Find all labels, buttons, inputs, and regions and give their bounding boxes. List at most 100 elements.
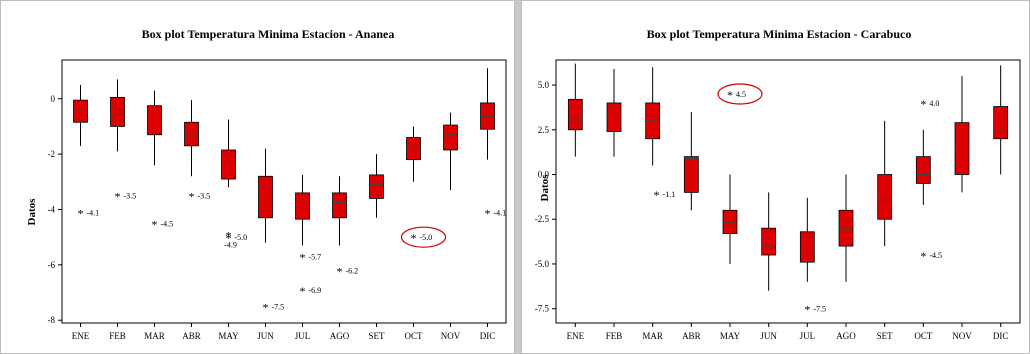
x-tick-label-ago: AGO <box>330 331 350 341</box>
y-axis-label: Datos <box>26 198 38 226</box>
x-tick-label-feb: FEB <box>109 331 126 341</box>
x-tick-label-may: MAY <box>720 331 741 341</box>
iqr-box <box>761 227 777 256</box>
outlier-marker: * <box>152 217 158 231</box>
outlier-marker: * <box>920 97 926 111</box>
box-set <box>369 154 384 218</box>
outlier-marker: * <box>485 206 491 220</box>
box-oct <box>406 126 421 182</box>
iqr-box <box>110 96 125 127</box>
iqr-box <box>799 231 815 263</box>
chart-title: Box plot Temperatura Minima Estacion - C… <box>647 27 912 41</box>
x-tick-label-nov: NOV <box>952 331 972 341</box>
box-nov <box>954 76 970 193</box>
box-dic <box>480 68 495 160</box>
box-ene <box>73 84 88 146</box>
iqr-box <box>954 122 970 175</box>
y-tick-label: -5.0 <box>535 259 550 269</box>
box-mar <box>645 67 661 166</box>
box-ene <box>567 63 583 157</box>
iqr-box <box>147 105 162 136</box>
y-tick-label: -4 <box>48 204 56 214</box>
x-tick-label-may: MAY <box>218 331 239 341</box>
y-tick-label: 0.0 <box>538 170 550 180</box>
outlier-label: -6.2 <box>346 266 359 275</box>
box-feb <box>606 68 622 157</box>
iqr-box <box>877 174 893 220</box>
outlier-marker: * <box>654 188 660 202</box>
x-tick-label-ago: AGO <box>836 331 856 341</box>
iqr-box <box>722 209 738 234</box>
x-tick-label-oct: OCT <box>914 331 933 341</box>
x-tick-label-abr: ABR <box>182 331 201 341</box>
iqr-box <box>258 175 273 219</box>
box-abr <box>683 111 699 211</box>
iqr-box <box>480 102 495 130</box>
box-oct <box>915 129 931 205</box>
y-tick-label: 2.5 <box>538 125 550 135</box>
outlier-label: -5.0 <box>420 233 433 242</box>
chart-panel-ananea: Box plot Temperatura Minima Estacion - A… <box>0 0 515 354</box>
outlier-marker: * <box>226 231 232 245</box>
box-ago <box>332 176 347 246</box>
iqr-box <box>606 102 622 132</box>
outlier-label: -4.5 <box>929 251 942 260</box>
iqr-box <box>295 192 310 220</box>
iqr-box <box>915 156 931 184</box>
iqr-box <box>332 192 347 219</box>
outlier-label: -4.5 <box>161 219 174 228</box>
plot-area <box>61 59 507 324</box>
y-tick-label: -6 <box>48 260 56 270</box>
x-tick-label-set: SET <box>877 331 894 341</box>
iqr-box <box>683 156 699 193</box>
x-tick-label-jun: JUN <box>760 331 777 341</box>
plot-area <box>555 59 1021 324</box>
outlier-label: -4.9 <box>224 240 237 249</box>
highlight-circle <box>717 83 763 105</box>
x-tick-label-ene: ENE <box>72 331 90 341</box>
iqr-box <box>406 137 421 161</box>
x-tick-label-jul: JUL <box>295 331 311 341</box>
box-abr <box>184 100 199 177</box>
x-tick-label-set: SET <box>368 331 385 341</box>
highlight-circle <box>400 226 447 248</box>
outlier-marker: * <box>920 249 926 263</box>
box-jul <box>295 174 310 246</box>
x-tick-label-dic: DIC <box>480 331 496 341</box>
iqr-box <box>567 98 583 131</box>
box-jun <box>258 148 273 243</box>
outlier-marker: * <box>78 206 84 220</box>
box-jul <box>799 197 815 282</box>
outlier-label: -4.1 <box>87 208 100 217</box>
panel-divider <box>515 0 521 354</box>
iqr-box <box>221 149 236 180</box>
box-dic <box>993 65 1009 175</box>
box-may <box>221 119 236 188</box>
x-tick-label-mar: MAR <box>144 331 165 341</box>
outlier-marker: * <box>263 300 269 314</box>
x-tick-label-dic: DIC <box>993 331 1009 341</box>
outlier-marker: * <box>804 303 810 317</box>
x-tick-label-abr: ABR <box>682 331 701 341</box>
chart-panel-carabuco: Box plot Temperatura Minima Estacion - C… <box>521 0 1030 354</box>
chart-title: Box plot Temperatura Minima Estacion - A… <box>142 27 395 41</box>
outlier-marker: * <box>115 190 121 204</box>
x-tick-label-nov: NOV <box>441 331 461 341</box>
iqr-box <box>184 121 199 147</box>
box-feb <box>110 79 125 152</box>
iqr-box <box>993 106 1009 140</box>
outlier-label: 4.0 <box>929 99 939 108</box>
boxplot-carabuco: Box plot Temperatura Minima Estacion - C… <box>535 27 1021 341</box>
outlier-marker: * <box>189 190 195 204</box>
outlier-label: -1.1 <box>663 190 676 199</box>
box-nov <box>443 112 458 191</box>
outlier-label: -5.0 <box>235 233 248 242</box>
outlier-label: -3.5 <box>198 192 211 201</box>
iqr-box <box>369 174 384 199</box>
boxplot-ananea: Box plot Temperatura Minima Estacion - A… <box>26 27 507 341</box>
box-ago <box>838 174 854 282</box>
outlier-label: -4.1 <box>494 208 507 217</box>
outlier-marker: * <box>411 231 417 245</box>
outlier-marker: * <box>300 284 306 298</box>
x-tick-label-ene: ENE <box>567 331 585 341</box>
